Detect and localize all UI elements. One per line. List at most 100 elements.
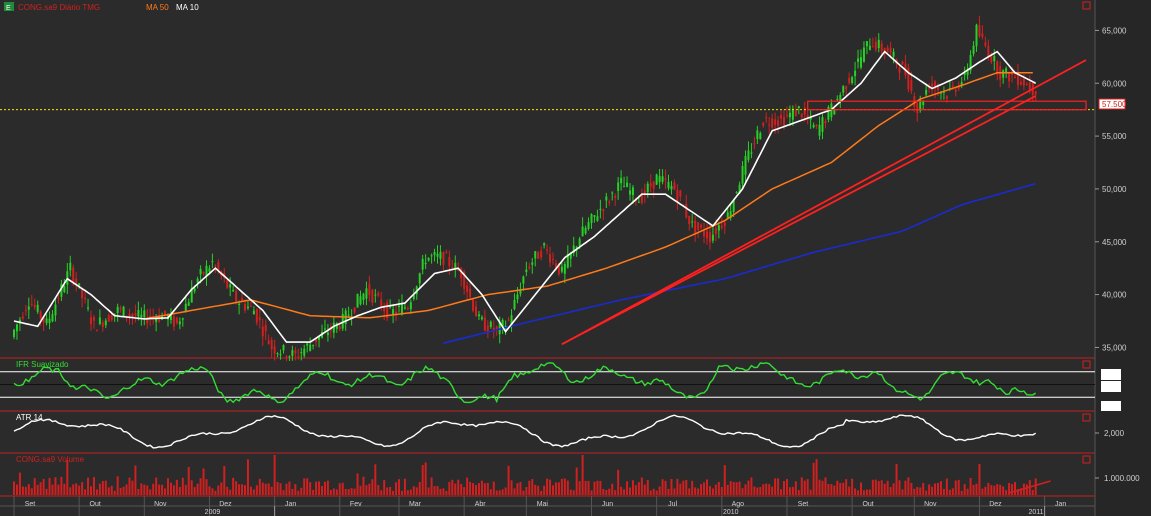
volume-bar [815, 459, 818, 495]
volume-bar [131, 480, 134, 495]
volume-bar [934, 483, 937, 495]
candle-body [901, 61, 904, 65]
volume-bar [57, 484, 60, 495]
ifr-label[interactable]: IFR Suavizado [16, 360, 69, 369]
candle-body [395, 311, 398, 314]
candle-body [703, 231, 706, 237]
volume-bar [246, 459, 249, 495]
candle-body [631, 187, 634, 196]
candle-body [172, 316, 175, 327]
candle-body [513, 299, 516, 310]
candle-body [552, 258, 554, 260]
close-icon-ifr-panel[interactable] [1082, 360, 1091, 369]
candle-body [69, 262, 72, 271]
volume-bar [513, 488, 516, 495]
close-icon-atr-panel[interactable] [1082, 413, 1091, 422]
volume-bar [306, 478, 309, 495]
candle-body [996, 61, 999, 75]
volume-bar [90, 486, 92, 495]
candle-body [540, 250, 543, 258]
candle-body [593, 215, 596, 217]
volume-bar [629, 487, 631, 495]
candle-body [759, 133, 762, 140]
candle-body [916, 103, 919, 114]
candle-body [480, 317, 483, 320]
volume-label[interactable]: CONG.sa9 Volume [16, 455, 85, 464]
candle-body [507, 319, 510, 321]
candle-body [134, 313, 137, 317]
symbol-label[interactable]: CONG.sa9 Diário TMG [18, 3, 100, 12]
volume-bar [854, 488, 857, 495]
candle-body [469, 288, 472, 298]
candle-body [522, 276, 525, 284]
candle-body [706, 231, 708, 239]
candle-body [836, 98, 839, 100]
symbol-icon[interactable] [4, 2, 14, 11]
volume-bar [812, 462, 815, 495]
volume-bar [845, 479, 848, 495]
volume-bar [122, 486, 125, 495]
candle-body [475, 306, 477, 317]
candle-body [489, 321, 492, 328]
candle-body [765, 117, 768, 119]
candle-body [84, 297, 87, 299]
volume-bar [190, 480, 193, 495]
volume-bar [377, 485, 380, 495]
candle-body [945, 96, 948, 99]
candle-body [768, 124, 771, 126]
candle-body [649, 183, 652, 187]
volume-bar [969, 477, 972, 495]
candle-body [711, 234, 714, 241]
volume-bar [167, 478, 169, 495]
candle-body [249, 305, 252, 307]
candle-body [661, 176, 664, 182]
volume-bar [504, 487, 507, 495]
volume-bar [359, 485, 362, 495]
candle-body [187, 302, 190, 306]
candle-body [48, 318, 51, 324]
candle-body [341, 313, 344, 329]
candle-body [975, 24, 978, 47]
volume-bar [350, 488, 353, 495]
volume-bar [993, 485, 996, 495]
candle-body [679, 190, 682, 197]
candle-body [990, 55, 993, 63]
volume-bar [104, 480, 107, 495]
candle-body [788, 112, 791, 118]
volume-bar [711, 488, 714, 495]
volume-bar [95, 489, 98, 495]
candle-body [611, 192, 614, 194]
month-tick-label: Jun [602, 501, 613, 508]
candle-body [691, 221, 694, 223]
volume-bar [291, 488, 294, 495]
price-marker-label: 57.500 [1102, 100, 1127, 109]
candle-body [871, 46, 874, 48]
close-icon-volume-panel[interactable] [1082, 455, 1091, 464]
candle-body [326, 332, 329, 336]
support-zone-rect [807, 100, 1087, 111]
volume-bar [211, 488, 214, 495]
volume-bar [341, 482, 344, 495]
candle-body [797, 106, 800, 109]
candle-body [380, 299, 383, 308]
close-icon-price-panel[interactable] [1082, 1, 1091, 10]
volume-bar [220, 482, 223, 495]
volume-bar [51, 484, 54, 495]
ma-10-label[interactable]: MA 10 [176, 3, 199, 12]
candle-body [193, 288, 196, 292]
candle-body [309, 344, 312, 351]
ma-50-label[interactable]: MA 50 [146, 3, 169, 12]
volume-bar [904, 480, 907, 495]
candle-body [400, 303, 403, 315]
atr-label[interactable]: ATR 14 [16, 413, 43, 422]
candle-body [116, 306, 119, 313]
candle-body [845, 86, 848, 90]
candle-body [667, 181, 670, 189]
volume-bar [21, 486, 24, 495]
candle-body [602, 209, 605, 212]
candle-body [750, 152, 753, 154]
candle-body [13, 329, 15, 337]
candle-body [383, 305, 386, 312]
volume-bar [495, 490, 498, 495]
